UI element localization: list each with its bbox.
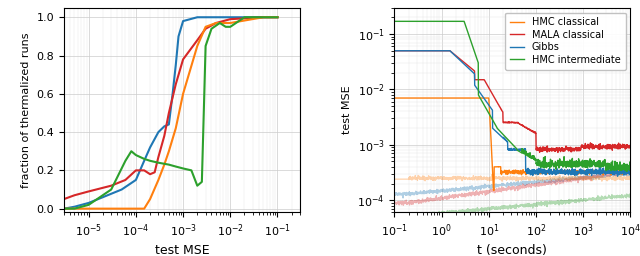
Gibbs: [627, 173, 634, 176]
Gibbs: [422, 49, 429, 52]
MALA classical: [627, 146, 634, 149]
HMC intermediate: [430, 20, 438, 23]
Gibbs: [520, 148, 527, 151]
MALA classical: [390, 49, 398, 52]
MALA classical: [493, 100, 500, 103]
HMC intermediate: [470, 49, 477, 52]
HMC intermediate: [390, 20, 398, 23]
Gibbs: [430, 49, 438, 52]
MALA classical: [470, 69, 477, 72]
Gibbs: [390, 49, 398, 52]
HMC classical: [430, 97, 438, 100]
Line: Gibbs: Gibbs: [394, 51, 630, 176]
HMC intermediate: [422, 20, 429, 23]
Y-axis label: fraction of thermalized runs: fraction of thermalized runs: [21, 32, 31, 188]
Gibbs: [493, 131, 500, 134]
Line: HMC classical: HMC classical: [394, 98, 630, 190]
X-axis label: test MSE: test MSE: [155, 244, 209, 256]
MALA classical: [430, 49, 438, 52]
Gibbs: [515, 148, 522, 152]
Y-axis label: test MSE: test MSE: [342, 86, 352, 134]
Legend: HMC classical, MALA classical, Gibbs, HMC intermediate: HMC classical, MALA classical, Gibbs, HM…: [505, 13, 625, 70]
HMC intermediate: [493, 126, 500, 129]
HMC classical: [470, 97, 477, 100]
MALA classical: [520, 125, 527, 128]
HMC intermediate: [623, 170, 630, 173]
HMC classical: [422, 97, 429, 100]
Gibbs: [614, 175, 621, 178]
MALA classical: [515, 122, 522, 125]
Gibbs: [470, 72, 477, 75]
Line: HMC intermediate: HMC intermediate: [394, 21, 630, 172]
HMC classical: [515, 169, 522, 172]
HMC classical: [390, 97, 398, 100]
X-axis label: t (seconds): t (seconds): [477, 244, 547, 256]
HMC classical: [490, 189, 497, 192]
MALA classical: [554, 151, 562, 154]
Line: MALA classical: MALA classical: [394, 51, 630, 152]
HMC intermediate: [627, 167, 634, 170]
HMC classical: [493, 165, 500, 168]
MALA classical: [422, 49, 429, 52]
HMC intermediate: [520, 148, 527, 151]
HMC classical: [520, 170, 527, 174]
HMC classical: [627, 169, 634, 173]
HMC intermediate: [515, 149, 522, 152]
